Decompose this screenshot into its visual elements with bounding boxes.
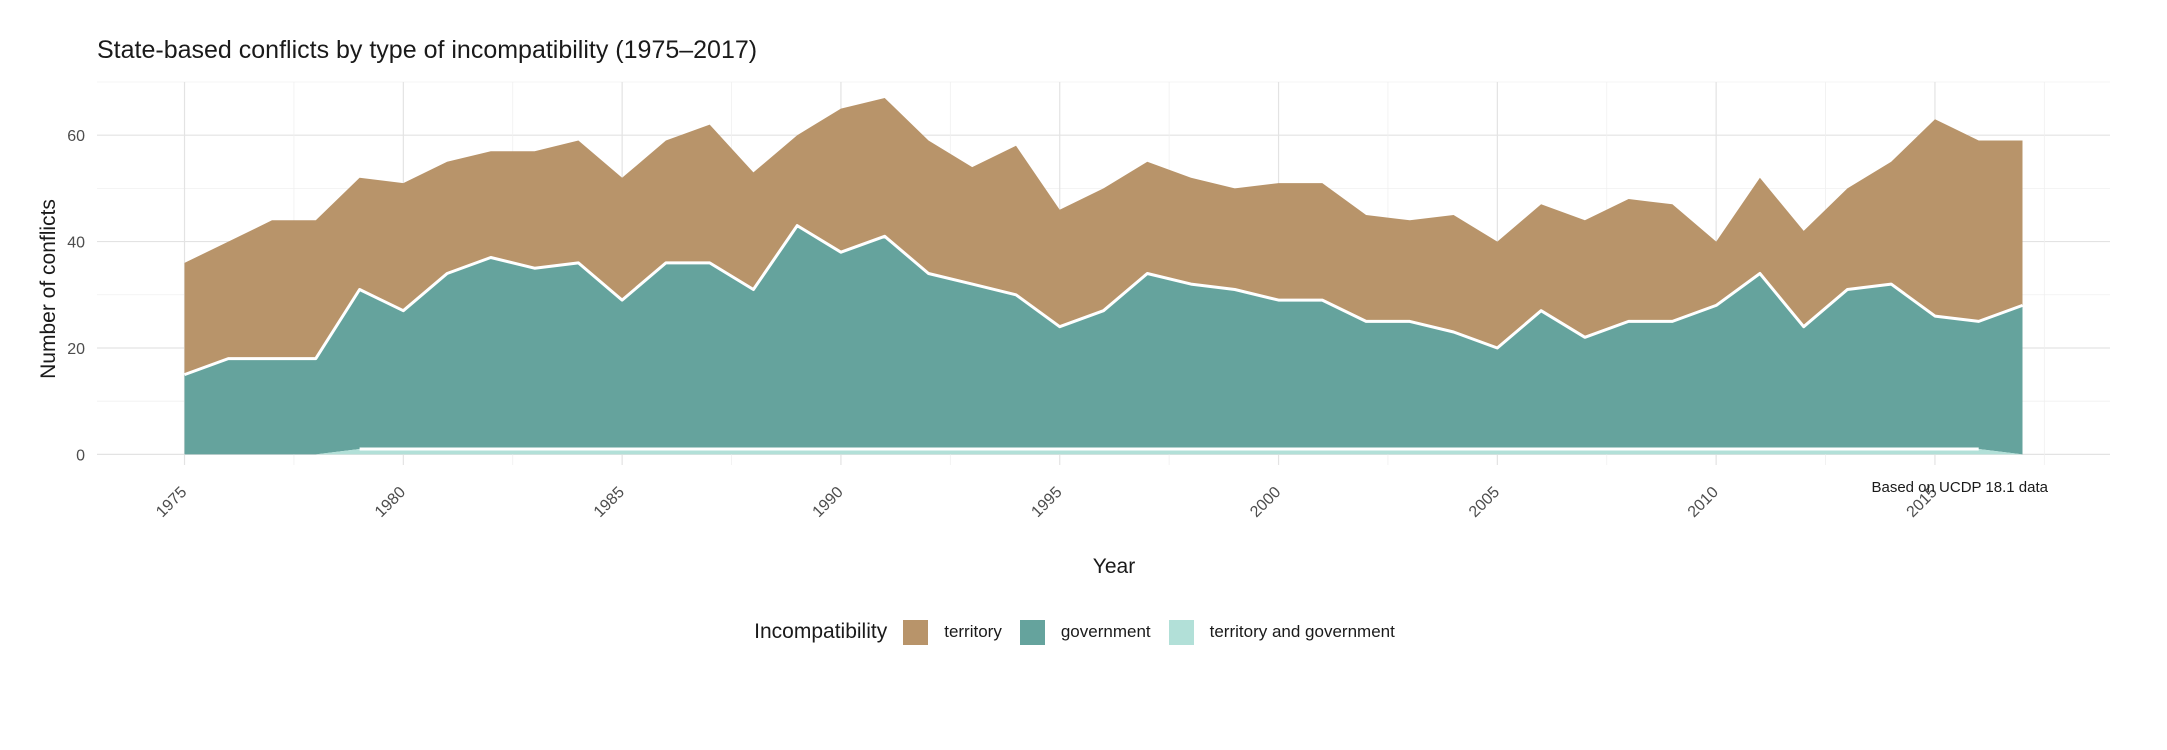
legend-item-territory: territory	[903, 619, 1002, 645]
x-tick-label: 1980	[372, 484, 409, 521]
legend-label-government: government	[1060, 622, 1151, 641]
y-axis-title: Number of conflicts	[37, 199, 60, 379]
x-tick-label: 2000	[1247, 484, 1284, 521]
area-territory	[184, 98, 2023, 375]
y-tick-label: 60	[67, 128, 85, 145]
y-tick-label: 20	[67, 341, 85, 358]
legend-key-territory-and-government	[1168, 619, 1194, 645]
boundary-line-government	[183, 224, 2024, 377]
x-tick-label: 1985	[591, 484, 628, 521]
x-tick-label: 1995	[1028, 484, 1065, 521]
legend-label-territory: territory	[944, 622, 1002, 641]
legend-key-government	[1019, 619, 1045, 645]
y-tick-label: 0	[76, 447, 85, 464]
y-tick-label: 40	[67, 235, 85, 252]
x-tick-labels: 1975 1980 1985 1990 1995 2000 2005 2010 2015	[153, 484, 1941, 521]
legend-item-government: government	[1019, 619, 1151, 645]
data-source-caption: Based on UCDP 18.1 data	[1871, 479, 2048, 496]
boundary-lines	[183, 224, 2024, 451]
x-tick-label: 1975	[153, 484, 190, 521]
legend-key-territory	[903, 619, 929, 645]
x-tick-label: 2005	[1466, 484, 1503, 521]
chart-title: State-based conflicts by type of incompa…	[97, 36, 758, 64]
legend-title: Incompatibility	[754, 620, 888, 643]
x-tick-label: 1990	[810, 484, 847, 521]
x-axis-title: Year	[1093, 555, 1135, 578]
legend: Incompatibility territory government ter…	[0, 614, 2167, 650]
legend-label-territory-and-government: territory and government	[1209, 622, 1395, 641]
y-tick-labels: 0 20 40 60	[67, 128, 85, 464]
x-tick-label: 2010	[1685, 484, 1722, 521]
areas	[184, 98, 2023, 455]
legend-item-territory-and-government: territory and government	[1168, 619, 1395, 645]
